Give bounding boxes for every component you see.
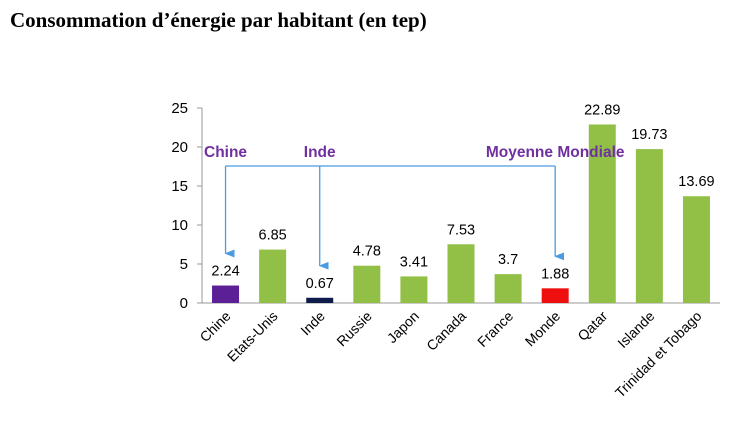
category-label: Islande [614,308,657,351]
annotation-label: Moyenne Mondiale [486,144,625,161]
value-label: 0.67 [306,276,334,292]
bar-canada [447,244,475,303]
annotation-label: Inde [304,144,336,161]
y-tick-label: 15 [171,178,188,195]
category-label: Trinidad et Tobago [612,308,705,401]
value-label: 1.88 [541,266,569,282]
value-label: 2.24 [211,264,239,280]
category-label: Qatar [574,308,610,344]
category-label: Chine [196,308,233,345]
chart-title: Consommation d’énergie par habitant (en … [10,8,427,32]
bar-france [494,274,522,303]
bar-chine [212,285,240,303]
y-tick-label: 0 [180,295,188,312]
y-tick-label: 5 [180,256,188,273]
value-label: 6.85 [259,228,287,244]
y-tick-label: 10 [171,217,188,234]
value-label: 3.7 [498,252,518,268]
category-label: Inde [297,308,328,339]
category-label: Etats-Unis [224,308,281,365]
category-label: Japon [384,308,422,346]
y-tick-label: 25 [171,100,188,117]
y-tick-label: 20 [171,139,188,156]
value-label: 19.73 [631,127,667,143]
bar-qatar [588,124,616,303]
bar-islande [635,149,663,303]
annotation-label: Chine [204,144,247,161]
value-label: 22.89 [584,102,620,118]
category-label: Russie [333,308,375,350]
value-label: 7.53 [447,222,475,238]
bar-monde [541,288,569,303]
value-label: 4.78 [353,244,381,260]
bar-etats-unis [259,249,287,303]
bar-trinidad-et-tobago [682,196,710,303]
bar-russie [353,265,381,303]
category-label: Monde [522,308,564,350]
bar-japon [400,276,428,303]
value-label: 13.69 [678,174,714,190]
category-label: France [474,308,516,350]
bar-inde [306,297,334,303]
category-label: Canada [423,308,469,354]
value-label: 3.41 [400,254,428,270]
